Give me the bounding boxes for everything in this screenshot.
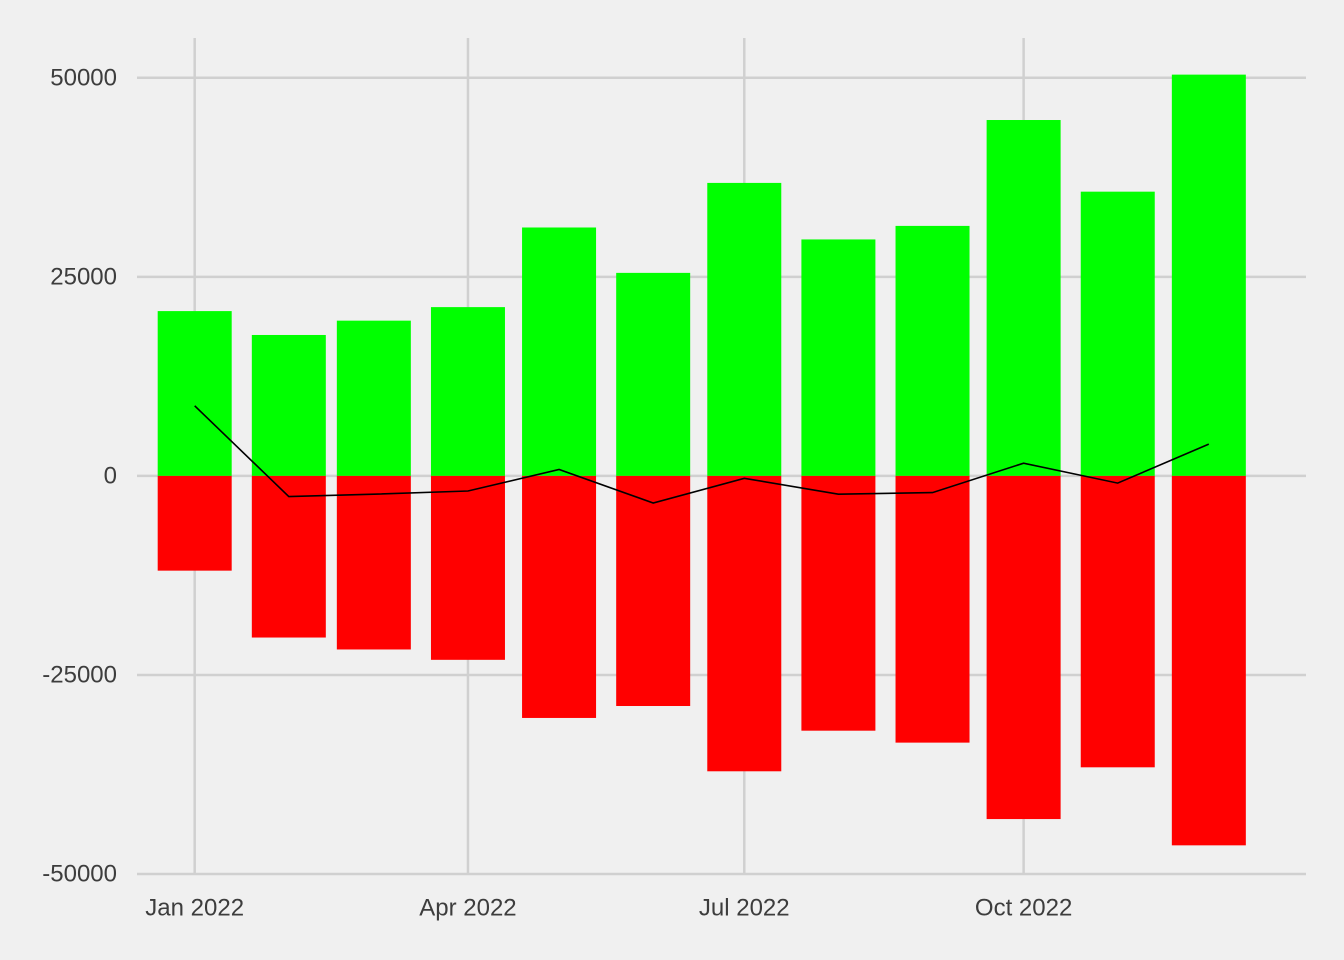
negative-bar [1171, 475, 1246, 846]
x-tick-label: Jul 2022 [699, 895, 790, 922]
negative-bar [430, 475, 505, 660]
positive-bar [430, 307, 505, 476]
negative-bar [336, 475, 411, 650]
y-tick-label: 0 [104, 462, 117, 489]
negative-bar [895, 475, 970, 743]
negative-bar [707, 475, 782, 772]
positive-bar [895, 225, 970, 476]
positive-bar [801, 239, 876, 476]
y-axis-tick-labels: 50000 25000 0 -25000 -50000 [42, 64, 117, 887]
line-series [194, 405, 1210, 504]
positive-bar [157, 311, 232, 476]
y-tick-label: -25000 [42, 661, 117, 688]
positive-bar [522, 227, 597, 476]
positive-bar [1080, 191, 1155, 476]
y-tick-label: -50000 [42, 861, 117, 888]
x-tick-label: Apr 2022 [419, 895, 516, 922]
y-tick-label: 25000 [50, 263, 117, 290]
negative-bar [522, 475, 597, 718]
positive-bar [251, 334, 326, 476]
positive-bar [986, 120, 1061, 476]
positive-bar [707, 182, 782, 476]
x-tick-label: Oct 2022 [975, 895, 1072, 922]
y-tick-label: 50000 [50, 64, 117, 91]
negative-bar [157, 475, 232, 571]
x-axis-tick-labels: Jan 2022 Apr 2022 Jul 2022 Oct 2022 [145, 895, 1072, 922]
negative-bar [801, 475, 876, 731]
bar-marks [157, 74, 1246, 846]
negative-bar [1080, 475, 1155, 768]
positive-bar [336, 320, 411, 476]
negative-bar [986, 475, 1061, 820]
net-line [194, 405, 1210, 504]
x-tick-label: Jan 2022 [145, 895, 244, 922]
negative-bar [616, 475, 691, 707]
positive-bar [616, 272, 691, 476]
negative-bar [251, 475, 326, 638]
positive-bar [1171, 74, 1246, 476]
